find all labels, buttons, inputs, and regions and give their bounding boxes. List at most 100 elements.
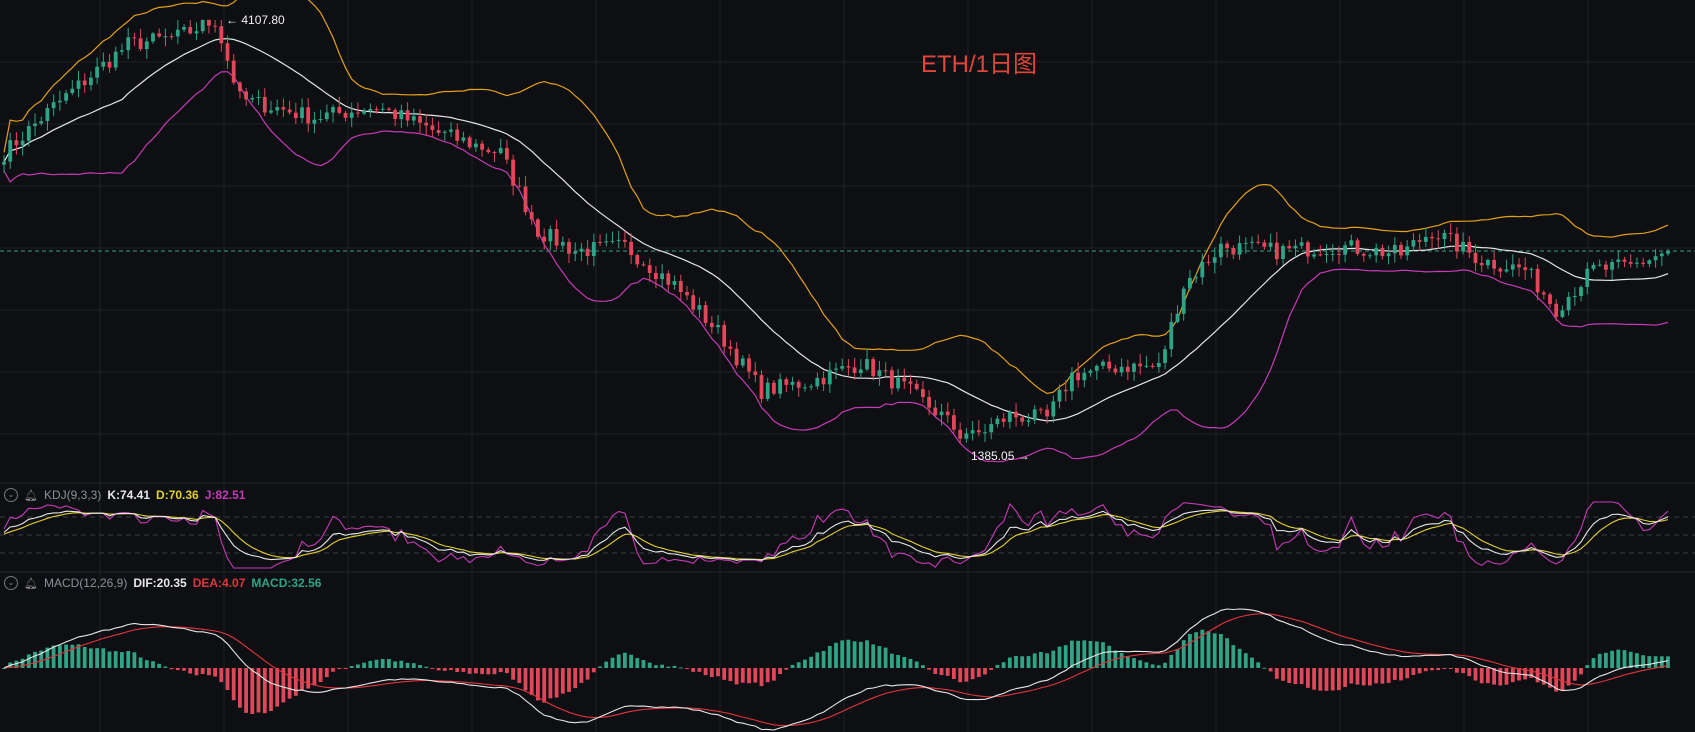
candle-body bbox=[722, 325, 727, 347]
bell-icon[interactable]: 🔔︎ bbox=[24, 489, 38, 502]
candle-body bbox=[877, 370, 882, 377]
macd-histogram-bar bbox=[523, 668, 528, 691]
macd-histogram-bar bbox=[1063, 645, 1068, 668]
candle-body bbox=[1039, 409, 1043, 411]
macd-histogram-bar bbox=[1386, 668, 1391, 683]
macd-histogram-bar bbox=[865, 640, 869, 668]
candle-body bbox=[716, 325, 720, 328]
macd-histogram-bar bbox=[1548, 668, 1552, 688]
bell-icon[interactable]: 🔔︎ bbox=[24, 577, 38, 590]
candle-body bbox=[1392, 244, 1397, 254]
candle-body bbox=[1523, 267, 1528, 270]
macd-histogram-bar bbox=[219, 668, 224, 683]
candle-body bbox=[1622, 259, 1627, 262]
macd-histogram-bar bbox=[337, 668, 342, 670]
candle-body bbox=[138, 38, 143, 49]
macd-histogram-bar bbox=[1473, 668, 1478, 681]
candle-body bbox=[70, 88, 75, 93]
candle-body bbox=[796, 381, 801, 388]
macd-histogram-bar bbox=[1529, 668, 1534, 678]
low-label: 1385.05 → bbox=[971, 449, 1030, 463]
candle-body bbox=[132, 37, 137, 39]
candle-body bbox=[970, 430, 975, 434]
macd-histogram-bar bbox=[1560, 668, 1565, 691]
candle-body bbox=[1411, 240, 1416, 247]
candle-body bbox=[709, 322, 714, 328]
macd-histogram-bar bbox=[1337, 668, 1341, 691]
candle-body bbox=[1343, 245, 1347, 255]
candle-body bbox=[579, 248, 584, 252]
candle-body bbox=[759, 375, 764, 399]
macd-histogram-bar bbox=[1200, 629, 1205, 668]
macd-histogram-bar bbox=[678, 667, 683, 669]
candle-body bbox=[343, 112, 348, 118]
macd-histogram-bar bbox=[26, 654, 31, 668]
candle-body bbox=[1212, 257, 1217, 263]
candle-body bbox=[467, 137, 472, 148]
macd-histogram-bar bbox=[765, 668, 770, 683]
candle-body bbox=[163, 36, 168, 38]
macd-histogram-bar bbox=[505, 668, 509, 674]
macd-histogram-bar bbox=[113, 651, 118, 668]
candle-body bbox=[1604, 264, 1608, 270]
macd-histogram-bar bbox=[418, 665, 422, 668]
candle-body bbox=[542, 236, 547, 242]
macd-histogram-bar bbox=[1088, 641, 1093, 668]
candle-body bbox=[293, 112, 298, 119]
macd-histogram-bar bbox=[318, 668, 323, 682]
candle-body bbox=[1591, 264, 1596, 269]
kdj-k-line bbox=[3, 509, 1669, 561]
candle-body bbox=[629, 241, 633, 255]
macd-histogram-bar bbox=[430, 668, 435, 669]
macd-histogram-bar bbox=[1268, 668, 1273, 672]
macd-histogram-bar bbox=[126, 651, 131, 668]
macd-panel bbox=[2, 608, 1670, 731]
macd-histogram-bar bbox=[1591, 658, 1596, 668]
macd-histogram-bar bbox=[914, 661, 919, 668]
candle-body bbox=[1243, 242, 1248, 244]
macd-histogram-bar bbox=[983, 668, 987, 675]
macd-histogram-bar bbox=[1169, 654, 1174, 668]
macd-histogram-bar bbox=[256, 668, 261, 713]
macd-histogram-bar bbox=[312, 668, 317, 686]
candle-body bbox=[517, 185, 522, 187]
candle-body bbox=[1473, 252, 1478, 264]
macd-histogram-bar bbox=[560, 668, 565, 694]
candle-body bbox=[300, 107, 304, 119]
macd-histogram-bar bbox=[952, 668, 956, 679]
macd-histogram-bar bbox=[728, 668, 733, 682]
arrow-left-icon: ← bbox=[226, 13, 238, 27]
macd-histogram-bar bbox=[101, 648, 106, 668]
candle-body bbox=[1380, 248, 1385, 257]
candle-body bbox=[1026, 420, 1031, 422]
macd-histogram-bar bbox=[1237, 648, 1242, 668]
macd-histogram-bar bbox=[616, 654, 621, 668]
macd-histogram-bar bbox=[1287, 668, 1292, 683]
macd-dif-value: DIF:20.35 bbox=[133, 576, 187, 590]
candle-body bbox=[1076, 372, 1080, 381]
macd-histogram-bar bbox=[1138, 660, 1143, 668]
macd-histogram-bar bbox=[380, 659, 385, 668]
macd-histogram-bar bbox=[262, 668, 267, 714]
macd-histogram-bar bbox=[1535, 668, 1540, 683]
collapse-icon[interactable]: ⌄ bbox=[4, 488, 18, 502]
macd-histogram-bar bbox=[672, 665, 677, 668]
macd-histogram-bar bbox=[995, 664, 1000, 668]
macd-histogram-bar bbox=[1001, 662, 1006, 668]
candle-body bbox=[1125, 366, 1130, 372]
candle-body bbox=[591, 242, 596, 256]
kdj-k-value: K:74.41 bbox=[107, 488, 151, 502]
candle-body bbox=[262, 97, 267, 113]
candle-body bbox=[939, 411, 944, 416]
macd-histogram-bar bbox=[1256, 662, 1261, 668]
collapse-icon[interactable]: ⌄ bbox=[4, 576, 18, 590]
macd-histogram-bar bbox=[542, 668, 547, 703]
candle-body bbox=[666, 273, 671, 285]
candle-body bbox=[623, 239, 627, 242]
macd-histogram-bar bbox=[424, 666, 429, 668]
candle-body bbox=[1287, 246, 1292, 249]
candle-body bbox=[486, 149, 491, 153]
candle-body bbox=[560, 242, 565, 246]
candle-body bbox=[1200, 261, 1205, 278]
macd-histogram-bar bbox=[796, 662, 801, 668]
